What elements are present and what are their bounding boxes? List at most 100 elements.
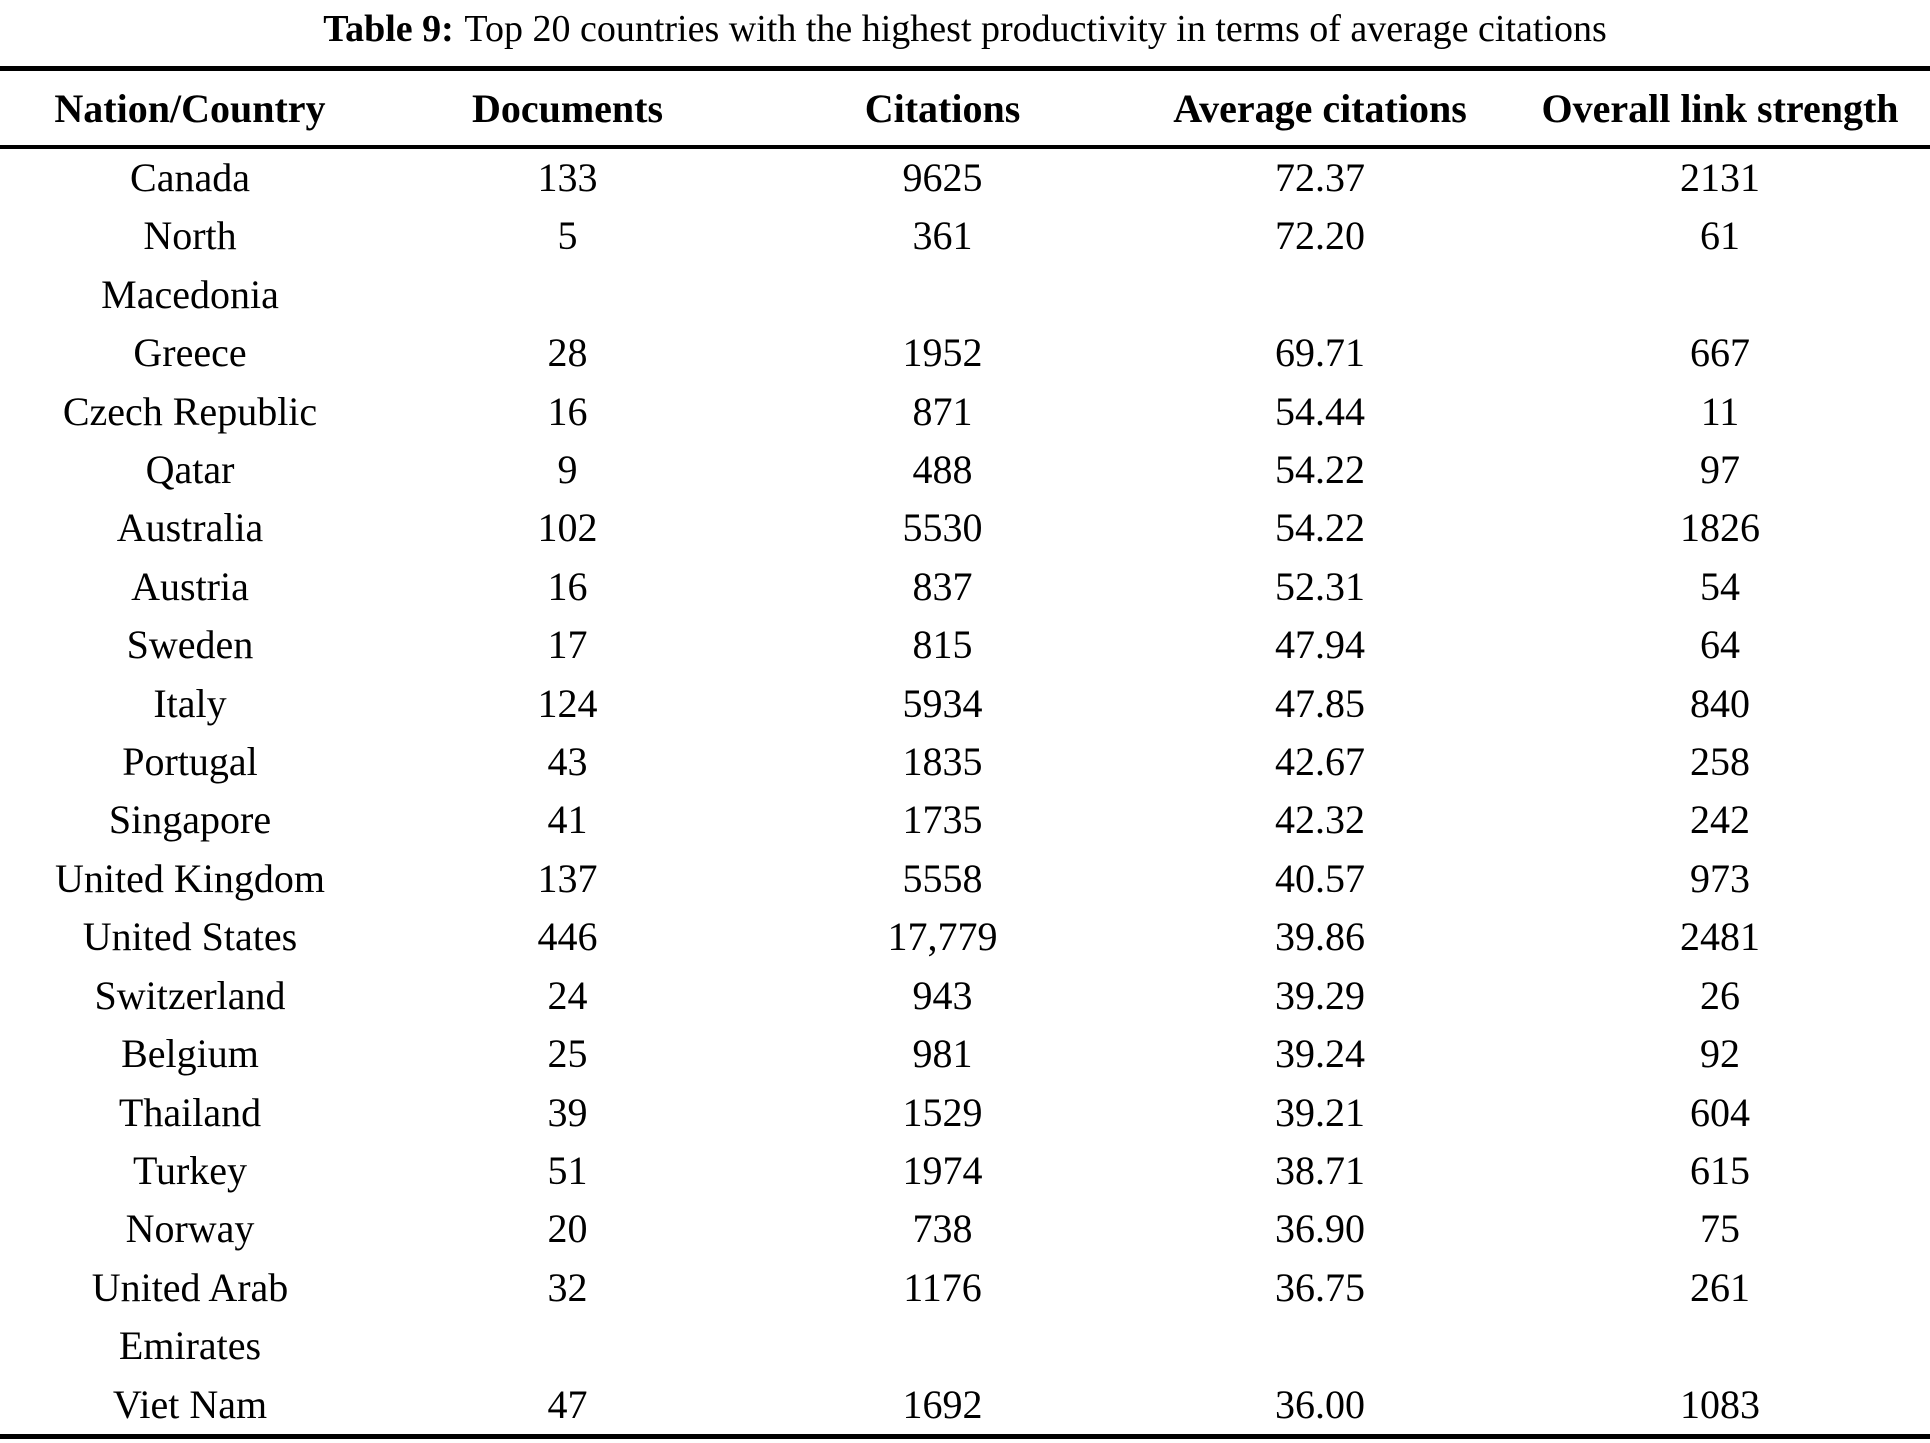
table-row: United States 446 17,779 39.86 2481 — [0, 908, 1930, 966]
cell-country: Italy — [153, 680, 227, 726]
cell-country: Norway — [125, 1206, 255, 1252]
table-row: Norway 20 738 36.90 75 — [0, 1200, 1930, 1258]
table-caption: Table 9: Top 20 countries with the highes… — [0, 0, 1930, 66]
cell-average-citations: 39.24 — [1275, 1031, 1365, 1077]
cell-country: Viet Nam — [112, 1381, 268, 1427]
cell-average-citations: 54.22 — [1275, 447, 1365, 493]
cell-documents: 137 — [537, 855, 598, 901]
cell-documents: 5 — [557, 213, 578, 259]
table-row: Turkey 51 1974 38.71 615 — [0, 1142, 1930, 1200]
cell-link-strength: 242 — [1690, 797, 1750, 843]
cell-citations: 1952 — [902, 330, 983, 376]
cell-documents: 20 — [547, 1206, 588, 1252]
table-row: Italy 124 5934 47.85 840 — [0, 675, 1930, 733]
cell-country: Thailand — [118, 1089, 262, 1135]
cell-citations: 815 — [912, 622, 973, 668]
cell-average-citations: 38.71 — [1275, 1147, 1365, 1193]
cell-documents: 16 — [547, 563, 588, 609]
table-row: Austria 16 837 52.31 54 — [0, 558, 1930, 616]
cell-average-citations: 36.90 — [1275, 1206, 1365, 1252]
column-header-overall-link-strength: Overall link strength — [1510, 68, 1930, 149]
cell-link-strength: 97 — [1700, 447, 1740, 493]
cell-country: Greece — [133, 330, 247, 376]
cell-average-citations: 39.86 — [1275, 914, 1365, 960]
cell-documents: 16 — [547, 388, 588, 434]
cell-link-strength: 26 — [1700, 972, 1740, 1018]
table-row: Thailand 39 1529 39.21 604 — [0, 1084, 1930, 1142]
cell-citations: 1835 — [902, 739, 983, 785]
cell-average-citations: 42.32 — [1275, 797, 1365, 843]
cell-average-citations: 39.29 — [1275, 972, 1365, 1018]
cell-link-strength: 2481 — [1680, 914, 1760, 960]
cell-documents: 47 — [547, 1381, 588, 1427]
cell-documents: 9 — [557, 447, 578, 493]
cell-documents: 17 — [547, 622, 588, 668]
cell-citations: 1176 — [903, 1264, 982, 1310]
table-row: Qatar 9 488 54.22 97 — [0, 441, 1930, 499]
cell-link-strength: 11 — [1700, 388, 1740, 434]
cell-country: Portugal — [122, 739, 258, 785]
table-row: Czech Republic 16 871 54.44 11 — [0, 383, 1930, 441]
cell-citations: 1735 — [902, 797, 983, 843]
cell-link-strength: 840 — [1690, 680, 1750, 726]
cell-documents: 39 — [547, 1089, 588, 1135]
cell-country: Qatar — [145, 447, 235, 493]
table-body: Canada 133 9625 72.37 2131 North Macedon… — [0, 147, 1930, 1436]
cell-citations: 17,779 — [887, 914, 998, 960]
cell-country: Turkey — [132, 1147, 248, 1193]
cell-link-strength: 258 — [1690, 739, 1750, 785]
cell-citations: 1974 — [902, 1147, 983, 1193]
column-header-citations: Citations — [755, 68, 1130, 149]
cell-citations: 943 — [912, 972, 973, 1018]
cell-documents: 24 — [547, 972, 588, 1018]
cell-citations: 9625 — [902, 155, 983, 200]
cell-documents: 51 — [547, 1147, 588, 1193]
cell-link-strength: 64 — [1700, 622, 1740, 668]
table-row: Viet Nam 47 1692 36.00 1083 — [0, 1376, 1930, 1437]
cell-citations: 488 — [912, 447, 973, 493]
cell-citations: 871 — [912, 388, 973, 434]
cell-average-citations: 54.22 — [1275, 505, 1365, 551]
cell-link-strength: 92 — [1700, 1031, 1740, 1077]
cell-link-strength: 1083 — [1680, 1381, 1760, 1427]
column-header-average-citations: Average citations — [1130, 68, 1510, 149]
column-header-nation-country: Nation/Country — [0, 68, 380, 149]
table-row: Singapore 41 1735 42.32 242 — [0, 791, 1930, 849]
cell-average-citations: 54.44 — [1275, 388, 1365, 434]
table-caption-label: Table 9: — [323, 8, 454, 50]
cell-average-citations: 40.57 — [1275, 855, 1365, 901]
cell-documents: 43 — [547, 739, 588, 785]
cell-average-citations: 52.31 — [1275, 563, 1365, 609]
cell-documents: 28 — [547, 330, 588, 376]
cell-link-strength: 61 — [1700, 213, 1740, 259]
table-row: Greece 28 1952 69.71 667 — [0, 324, 1930, 382]
cell-link-strength: 973 — [1690, 855, 1750, 901]
cell-citations: 981 — [912, 1031, 973, 1077]
table-row: Canada 133 9625 72.37 2131 — [0, 147, 1930, 207]
cell-citations: 738 — [912, 1206, 973, 1252]
cell-link-strength: 615 — [1690, 1147, 1750, 1193]
cell-link-strength: 1826 — [1680, 505, 1760, 551]
cell-average-citations: 42.67 — [1275, 739, 1365, 785]
cell-documents: 124 — [537, 680, 598, 726]
table-row: Australia 102 5530 54.22 1826 — [0, 499, 1930, 557]
table-header: Nation/Country Documents Citations Avera… — [0, 68, 1930, 149]
cell-citations: 837 — [912, 563, 973, 609]
table-row: Sweden 17 815 47.94 64 — [0, 616, 1930, 674]
column-header-documents: Documents — [380, 68, 755, 149]
cell-country: Singapore — [108, 797, 272, 843]
table-caption-text: Top 20 countries with the highest produc… — [464, 8, 1607, 50]
cell-country: Canada — [130, 155, 250, 200]
cell-citations: 5530 — [902, 505, 983, 551]
cell-country: United States — [82, 914, 298, 960]
table-header-row: Nation/Country Documents Citations Avera… — [0, 68, 1930, 149]
cell-documents: 446 — [537, 914, 598, 960]
cell-average-citations: 39.21 — [1275, 1089, 1365, 1135]
cell-country: Switzerland — [94, 972, 286, 1018]
cell-average-citations: 69.71 — [1275, 330, 1365, 376]
cell-average-citations: 36.00 — [1275, 1381, 1365, 1427]
cell-link-strength: 2131 — [1680, 155, 1760, 200]
cell-country: United Arab Emirates — [91, 1264, 289, 1369]
cell-link-strength: 261 — [1690, 1264, 1750, 1310]
cell-country: Australia — [116, 505, 264, 551]
